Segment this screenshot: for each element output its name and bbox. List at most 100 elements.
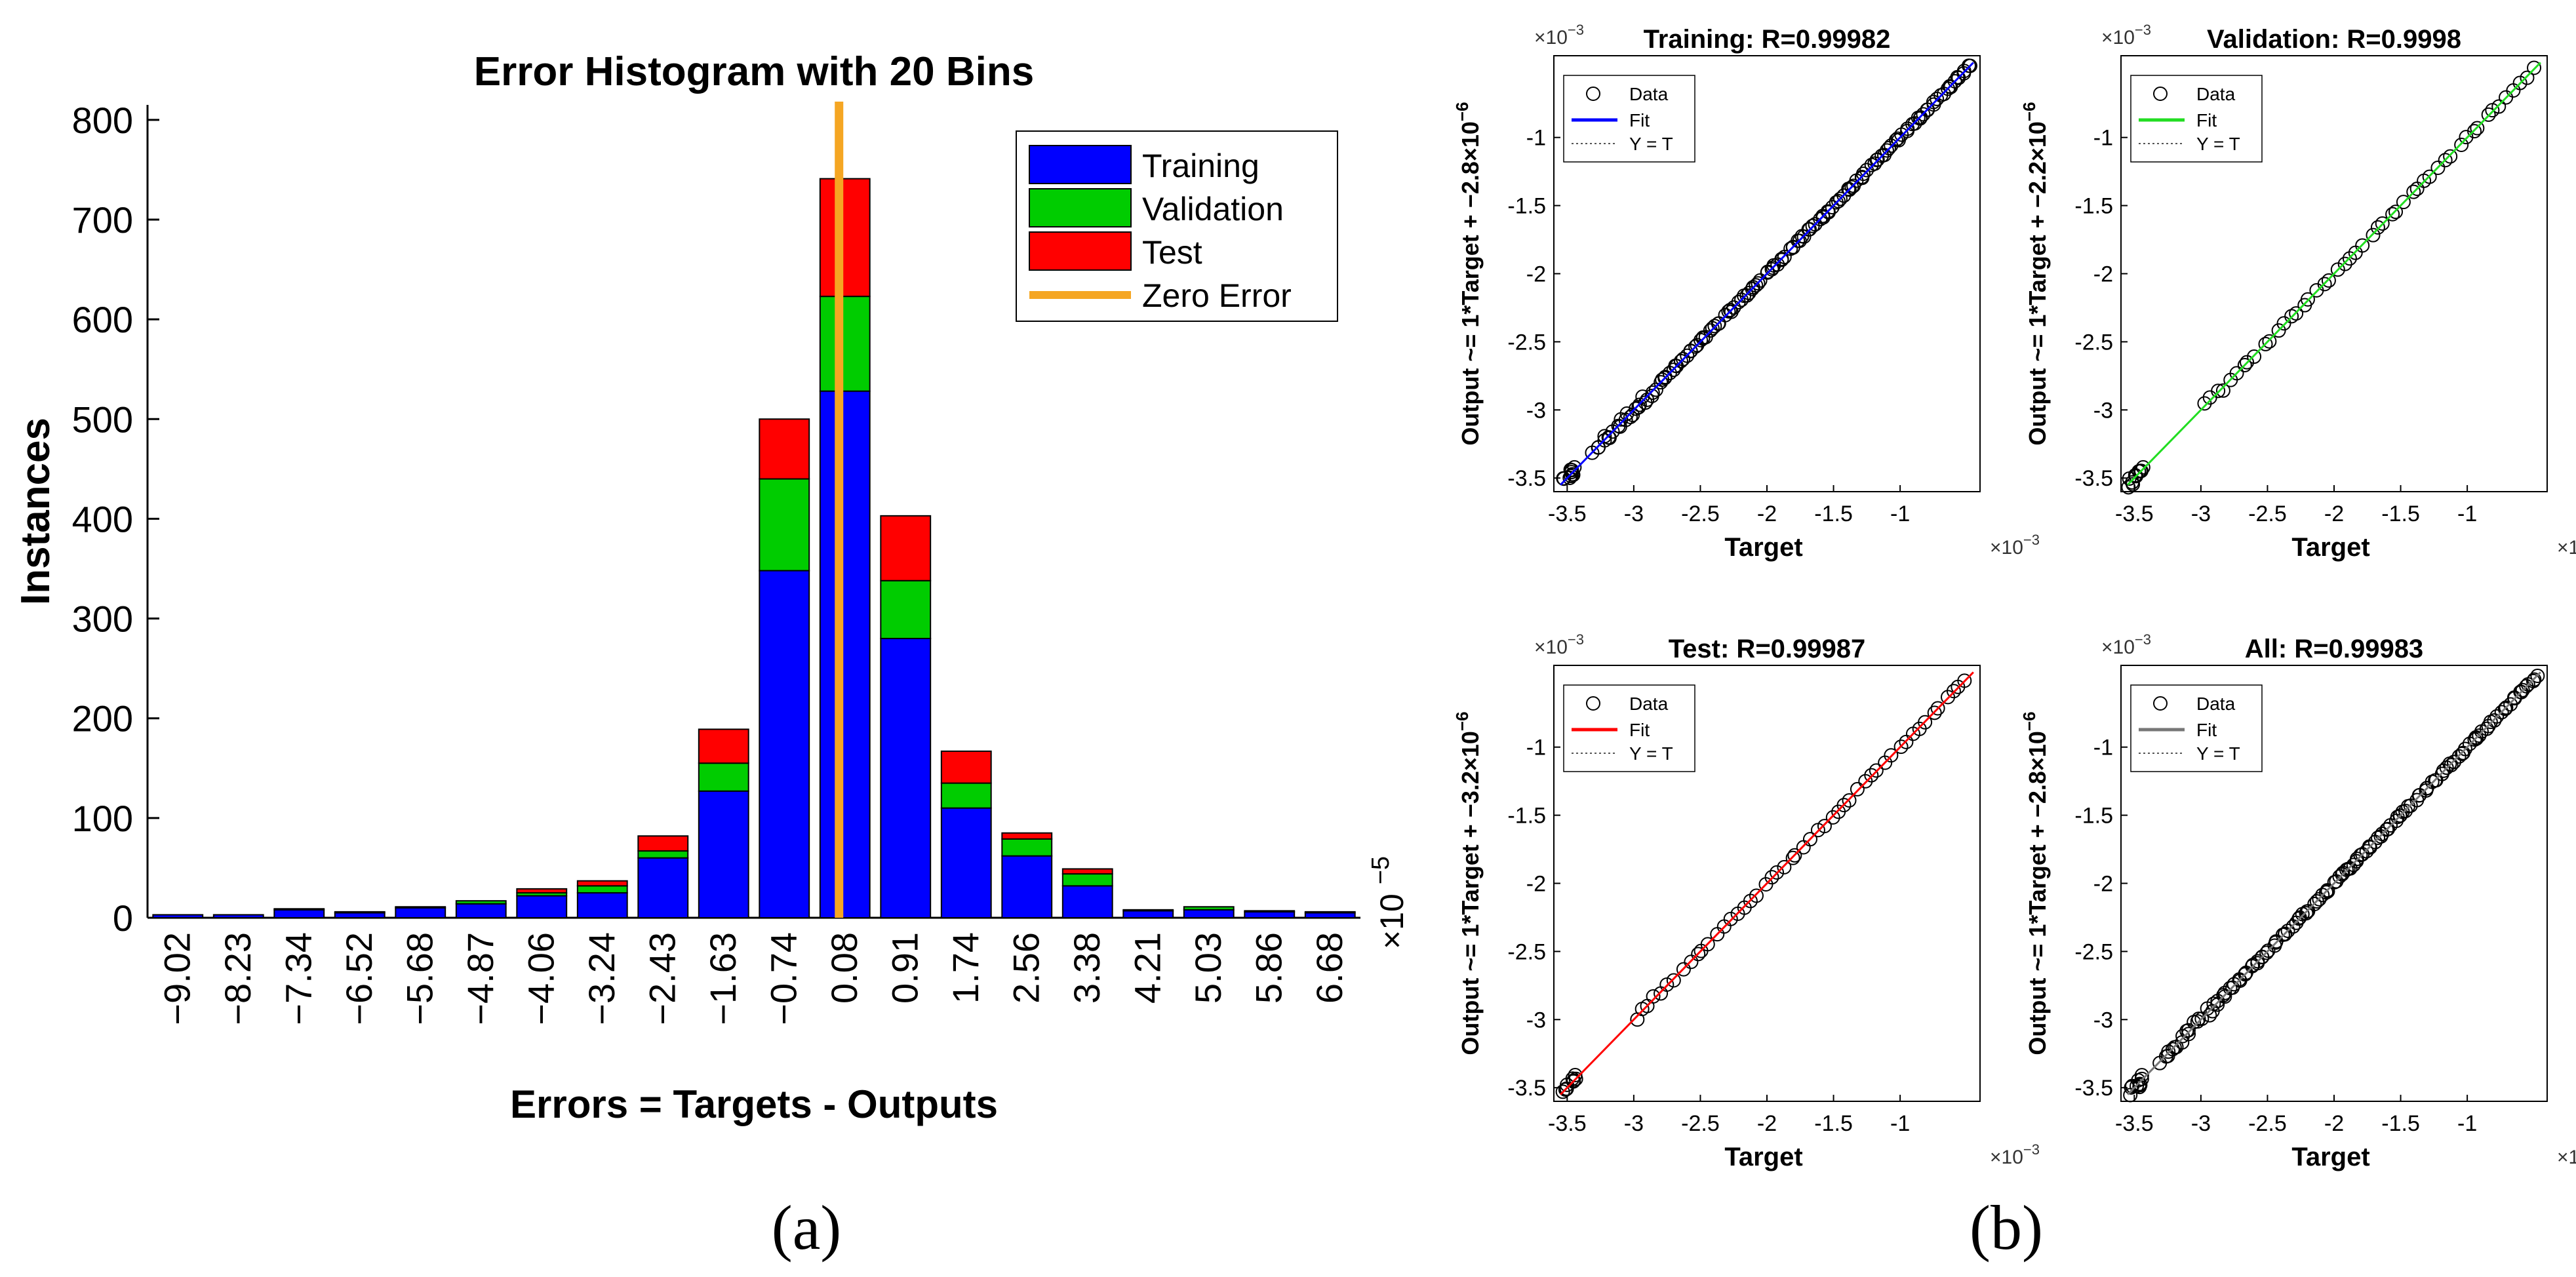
data-point bbox=[2481, 107, 2496, 122]
y-tick-label: -2 bbox=[1526, 872, 1546, 897]
data-point bbox=[2278, 926, 2293, 941]
bar-training bbox=[334, 912, 386, 918]
x-tick-label: -3 bbox=[1624, 1111, 1644, 1136]
y-exponent-power: −3 bbox=[1568, 22, 1584, 38]
y-tick-label: -3 bbox=[1526, 1008, 1546, 1032]
data-point bbox=[1764, 870, 1779, 885]
data-point bbox=[1623, 410, 1638, 425]
data-point bbox=[1842, 793, 1857, 808]
bar-validation bbox=[819, 296, 871, 392]
x-tick-label: -2.5 bbox=[1681, 501, 1720, 526]
bar-training bbox=[1304, 912, 1356, 918]
data-point bbox=[2133, 463, 2148, 479]
data-point bbox=[1836, 798, 1852, 813]
legend-swatch-validation bbox=[1029, 188, 1132, 227]
y-tick-label: -3 bbox=[2093, 1008, 2113, 1032]
bar-training bbox=[940, 807, 992, 919]
data-point bbox=[1825, 810, 1840, 825]
data-point bbox=[1676, 351, 1691, 366]
bar-test bbox=[516, 888, 568, 894]
data-point bbox=[2210, 994, 2225, 1009]
data-point bbox=[1749, 278, 1764, 293]
legend-swatch-data bbox=[2153, 696, 2168, 711]
data-point bbox=[1666, 973, 1681, 988]
bar-validation bbox=[1183, 906, 1235, 911]
y-exponent-label: ×10−3 bbox=[1534, 631, 1584, 658]
data-point bbox=[2499, 700, 2514, 715]
error-histogram-panel: 0 100 200 300 400 500 600 700 800 −9.02 −8.23 −7.34… bbox=[13, 49, 1410, 1126]
data-point bbox=[1831, 193, 1846, 208]
y-axis-title: Output ~= 1*Target + −3.2×10−6 bbox=[1452, 711, 1484, 1055]
data-point bbox=[2467, 124, 2482, 139]
data-point bbox=[1802, 832, 1817, 847]
bar-validation bbox=[940, 782, 992, 809]
bar-training bbox=[819, 390, 871, 918]
data-point bbox=[2487, 713, 2502, 728]
bar-test bbox=[1061, 868, 1113, 875]
y-tick-label: -2.5 bbox=[2074, 939, 2113, 964]
bar-test bbox=[940, 750, 992, 784]
regression-subplot: -3.5 -3 -2.5 -2 -1.5 -1 -3.5 -3 -2.5 -2 -1.5 -1 Data… bbox=[1452, 631, 2040, 1171]
fit-line bbox=[1560, 671, 1974, 1095]
x-tick-label: -2 bbox=[1757, 501, 1777, 526]
data-point bbox=[1820, 204, 1835, 219]
y-tick-label: -1.5 bbox=[1507, 804, 1546, 829]
bar-training bbox=[576, 892, 628, 918]
bar-validation bbox=[1304, 911, 1356, 914]
regression-subplot: -3.5 -3 -2.5 -2 -1.5 -1 -3.5 -3 -2.5 -2 -1.5 -1 Data… bbox=[1452, 22, 2040, 562]
subplot-title: Validation: R=0.9998 bbox=[2207, 25, 2461, 54]
x-tick-label: -3.5 bbox=[2115, 1111, 2154, 1136]
bar-training bbox=[880, 637, 932, 918]
data-point bbox=[1707, 319, 1722, 334]
bar-test bbox=[576, 880, 628, 887]
bar-training bbox=[1061, 885, 1113, 918]
bar-validation bbox=[759, 478, 810, 572]
x-tick-label: 0.08 bbox=[823, 932, 865, 1004]
x-tick-label: -1.5 bbox=[1814, 1111, 1853, 1136]
data-point bbox=[2122, 471, 2137, 486]
data-point bbox=[2215, 383, 2230, 398]
x-tick-label: 5.86 bbox=[1248, 932, 1289, 1004]
data-point bbox=[1884, 748, 1899, 763]
bar-validation bbox=[395, 906, 446, 909]
data-point bbox=[1680, 348, 1695, 363]
x-tick-label: −8.23 bbox=[217, 932, 258, 1025]
data-point bbox=[1787, 848, 1802, 863]
data-point bbox=[2443, 149, 2458, 164]
y-tick-label: 800 bbox=[72, 100, 133, 141]
data-point bbox=[2319, 885, 2334, 900]
y-tick-label: 300 bbox=[72, 599, 133, 640]
data-point bbox=[1645, 385, 1660, 400]
x-tick-label: −9.02 bbox=[156, 932, 197, 1025]
data-point bbox=[1566, 467, 1581, 482]
legend-label-y-equals-t: Y = T bbox=[1629, 134, 1673, 154]
data-point bbox=[1556, 471, 1572, 486]
bar-training bbox=[1183, 909, 1235, 919]
subplot-title: Training: R=0.99982 bbox=[1644, 25, 1891, 54]
data-point bbox=[1753, 273, 1768, 288]
x-tick-label: -1 bbox=[2457, 1111, 2477, 1136]
y-axis-title: Output ~= 1*Target + −2.2×10−6 bbox=[2019, 102, 2051, 445]
x-tick-label: -2.5 bbox=[2248, 1111, 2287, 1136]
data-point bbox=[1817, 819, 1832, 834]
legend-label-fit: Fit bbox=[2196, 720, 2217, 740]
data-point bbox=[1566, 1073, 1581, 1088]
data-point bbox=[1722, 303, 1737, 318]
data-point bbox=[1927, 705, 1942, 720]
data-point bbox=[2134, 1068, 2149, 1083]
y-axis-title: Output ~= 1*Target + −2.8×10−6 bbox=[2019, 711, 2051, 1055]
legend: Training Validation Test Zero Error bbox=[1016, 130, 1338, 322]
legend: Data Fit Y = T bbox=[2130, 75, 2263, 163]
y-axis-title-power: −6 bbox=[2019, 102, 2039, 121]
data-point bbox=[1796, 229, 1812, 244]
data-point bbox=[2181, 1023, 2196, 1038]
y-tick-label: 600 bbox=[72, 299, 133, 340]
data-point bbox=[2530, 668, 2545, 683]
bar-validation bbox=[455, 900, 507, 905]
data-point bbox=[1726, 300, 1741, 315]
bar-training bbox=[1244, 911, 1296, 919]
y-tick-label: 0 bbox=[113, 897, 133, 939]
y-axis-title-power: −6 bbox=[1452, 102, 1472, 121]
data-point bbox=[1700, 937, 1715, 952]
data-point bbox=[2385, 206, 2400, 222]
